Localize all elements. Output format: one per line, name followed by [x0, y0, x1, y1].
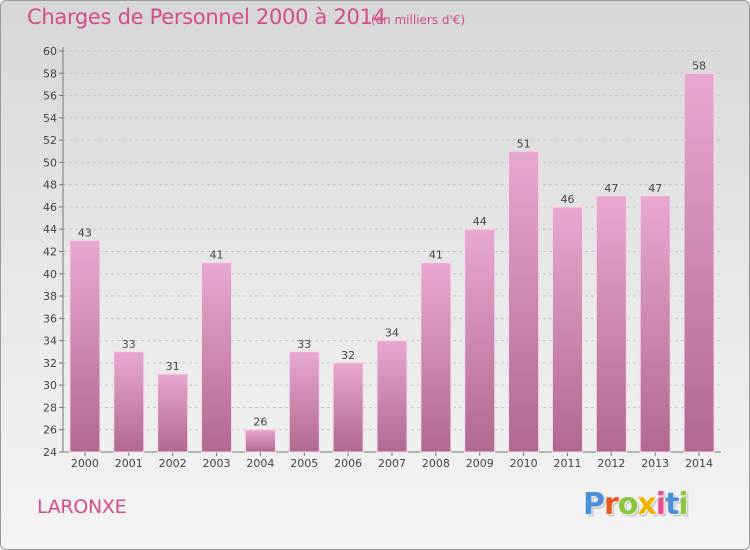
y-tick-label: 56: [43, 90, 57, 103]
bar-value-label: 32: [341, 349, 355, 362]
y-tick-label: 50: [43, 156, 57, 169]
x-tick-label: 2014: [685, 457, 713, 470]
logo-letter: o: [617, 487, 639, 522]
bar-2004[interactable]: [244, 429, 276, 453]
y-tick-label: 38: [43, 290, 57, 303]
x-tick-label: 2011: [553, 457, 581, 470]
bar-value-label: 47: [604, 182, 618, 195]
x-tick-label: 2004: [246, 457, 274, 470]
y-tick-label: 60: [43, 45, 57, 58]
bar-2007[interactable]: [376, 340, 408, 453]
bar-2003[interactable]: [201, 262, 233, 453]
axis-layer: 24 26 28 30 32 34 36 38 40 42 44 46 48 50 52 54 56 58 60 20…: [43, 45, 721, 470]
y-tick-label: 48: [43, 179, 57, 192]
y-tick-label: 40: [43, 268, 57, 281]
y-tick-label: 44: [43, 223, 57, 236]
x-tick-label: 2009: [466, 457, 494, 470]
bar-2002[interactable]: [157, 373, 189, 453]
place-name: LARONXE: [37, 496, 127, 518]
logo-letter: i: [678, 487, 688, 522]
bar-2000[interactable]: [69, 239, 101, 453]
bar-value-label: 33: [122, 338, 136, 351]
bar-value-label: 33: [297, 338, 311, 351]
bar-2001[interactable]: [113, 351, 145, 453]
logo-letter: i: [655, 487, 666, 522]
bar-value-label: 41: [210, 249, 224, 262]
x-tick-label: 2006: [334, 457, 362, 470]
bar-2005[interactable]: [288, 351, 320, 453]
x-tick-label: 2002: [159, 457, 187, 470]
y-tick-label: 36: [43, 312, 57, 325]
x-tick-label: 2010: [510, 457, 538, 470]
x-tick-label: 2012: [597, 457, 625, 470]
bar-value-label: 31: [166, 360, 180, 373]
y-tick-label: 42: [43, 246, 57, 259]
bar-value-label: 26: [253, 416, 267, 429]
x-tick-label: 2001: [115, 457, 143, 470]
bar-2011[interactable]: [551, 206, 583, 453]
x-tick-label: 2000: [71, 457, 99, 470]
bar-value-label: 41: [429, 249, 443, 262]
bar-value-label: 47: [648, 182, 662, 195]
bar-2010[interactable]: [508, 150, 540, 453]
y-tick-label: 54: [43, 112, 57, 125]
y-tick-label: 24: [43, 446, 57, 459]
x-tick-label: 2005: [290, 457, 318, 470]
y-tick-label: 58: [43, 67, 57, 80]
y-tick-label: 26: [43, 424, 57, 437]
logo-letter: r: [604, 487, 619, 522]
y-tick-label: 28: [43, 401, 57, 414]
y-tick-label: 46: [43, 201, 57, 214]
y-tick-label: 32: [43, 357, 57, 370]
y-tick-label: 34: [43, 335, 57, 348]
bar-value-label: 44: [473, 215, 487, 228]
x-tick-label: 2003: [203, 457, 231, 470]
bar-value-label: 58: [692, 59, 706, 72]
bar-2013[interactable]: [639, 195, 671, 453]
bar-2008[interactable]: [420, 262, 452, 453]
label-layer: 43 33 31 41 26 33 32 34 41 44 51 46 47 47 58: [78, 59, 706, 428]
bar-2012[interactable]: [595, 195, 627, 453]
bar-layer: [69, 72, 715, 453]
logo-letter: x: [637, 487, 656, 522]
x-tick-label: 2013: [641, 457, 669, 470]
bar-2006[interactable]: [332, 362, 364, 453]
bar-value-label: 51: [517, 137, 531, 150]
proxiti-logo[interactable]: Proxiti: [583, 487, 689, 522]
chart-title: Charges de Personnel 2000 à 2014: [27, 5, 386, 29]
bar-2014[interactable]: [683, 72, 715, 453]
x-tick-label: 2007: [378, 457, 406, 470]
bar-2009[interactable]: [464, 228, 496, 453]
y-tick-label: 52: [43, 134, 57, 147]
logo-letter: t: [665, 487, 679, 522]
x-tick-label: 2008: [422, 457, 450, 470]
y-tick-label: 30: [43, 379, 57, 392]
bar-value-label: 46: [560, 193, 574, 206]
bar-value-label: 34: [385, 327, 399, 340]
logo-letter: P: [583, 487, 605, 522]
chart-subtitle: (en milliers d'€): [371, 13, 466, 27]
bar-value-label: 43: [78, 226, 92, 239]
